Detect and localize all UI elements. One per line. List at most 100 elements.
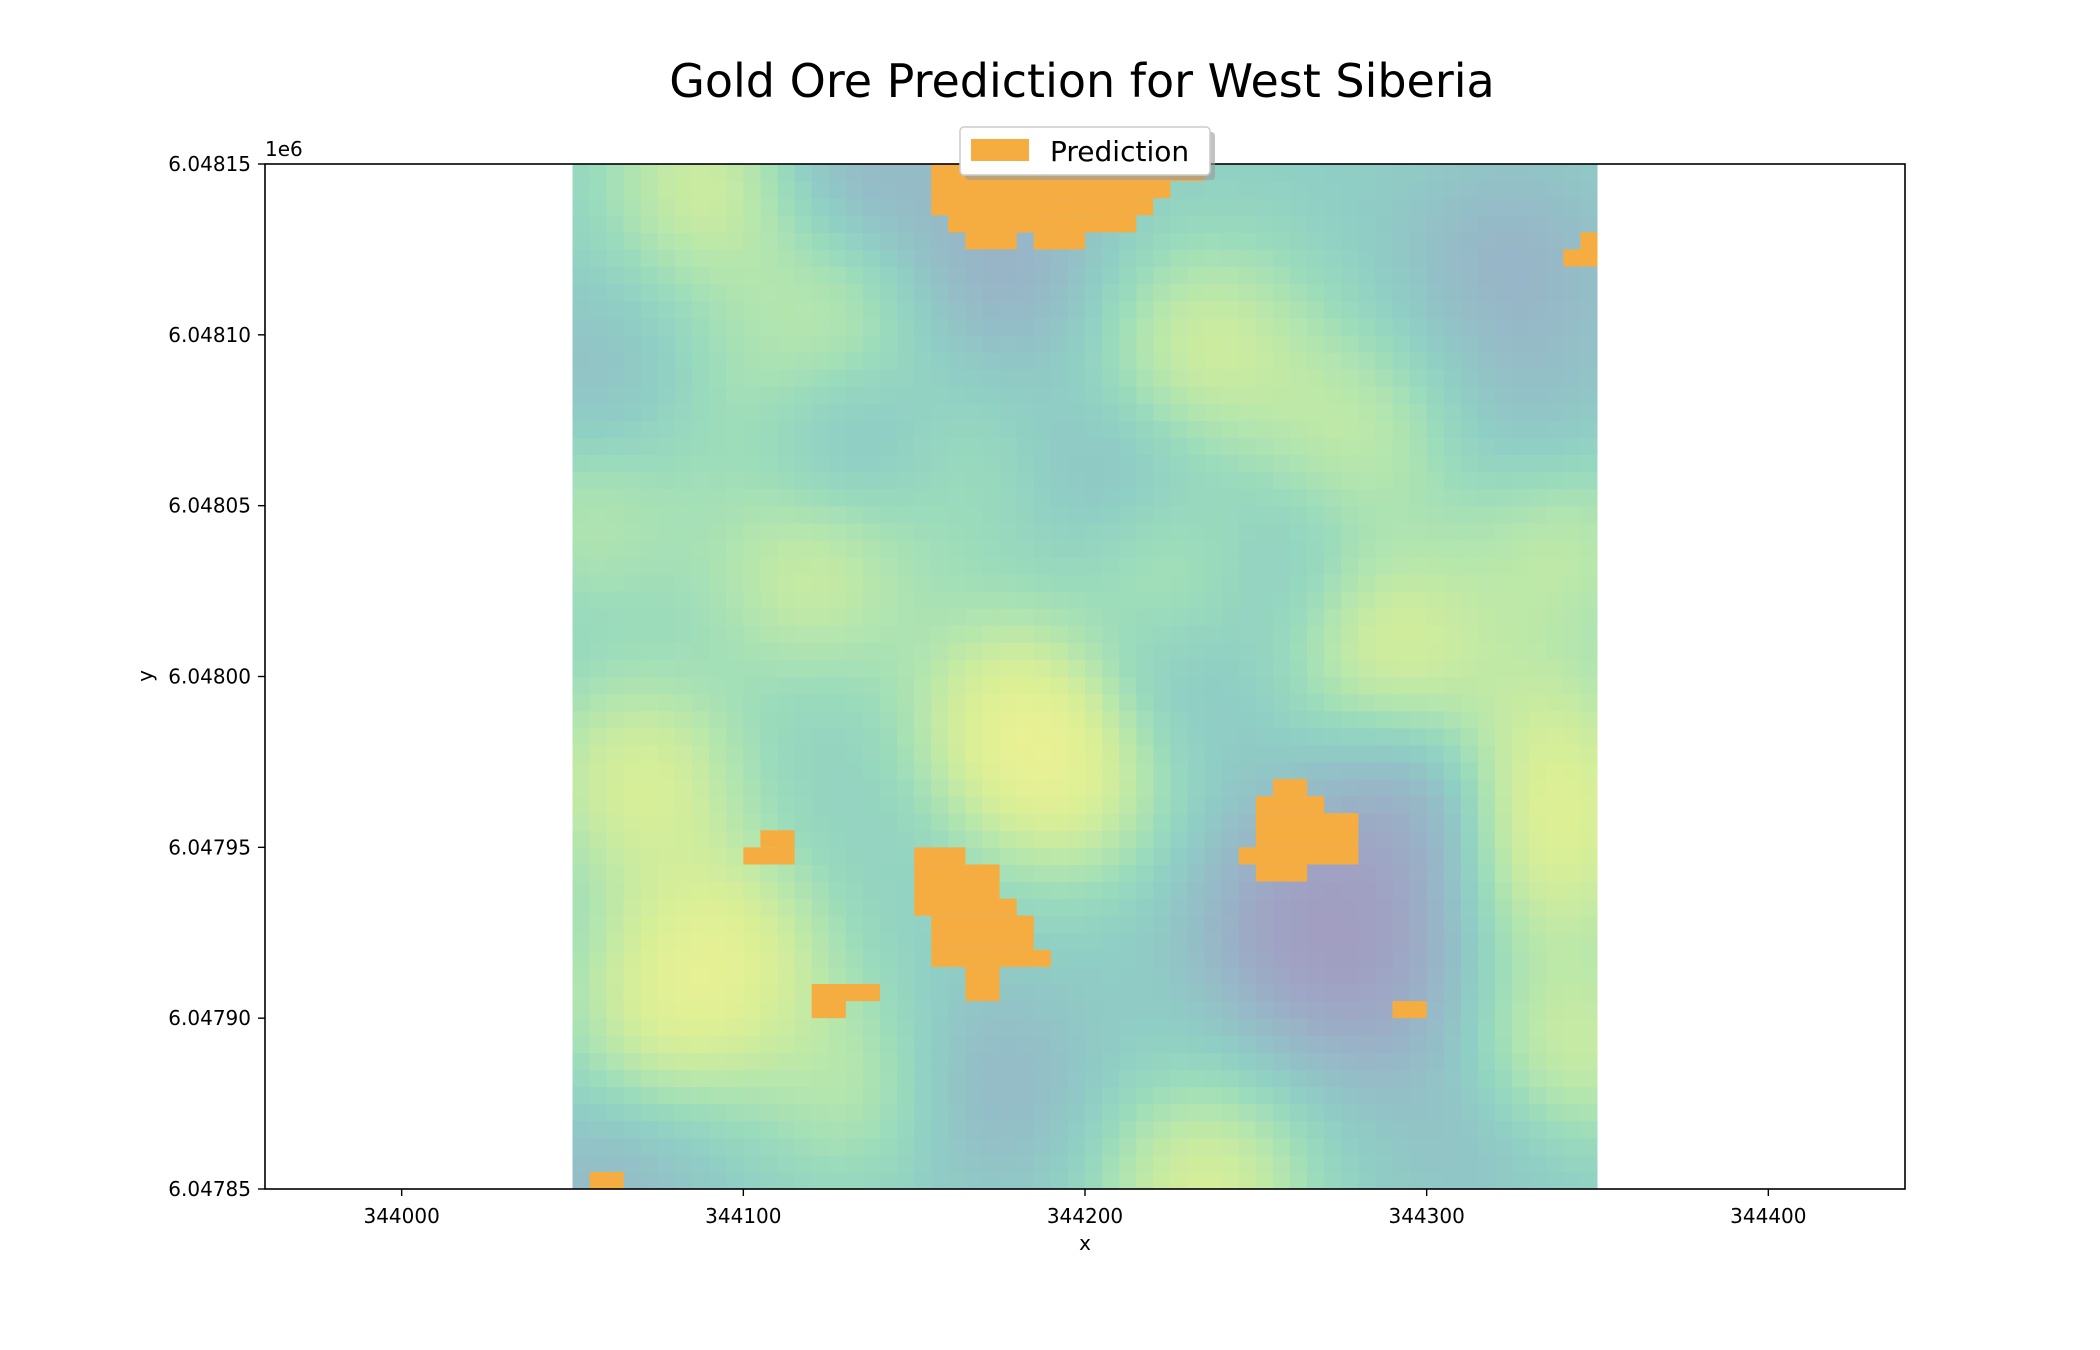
raster-cell [897, 334, 915, 353]
raster-cell [1136, 420, 1154, 438]
raster-cell [982, 727, 1001, 746]
raster-cell [1409, 351, 1428, 370]
raster-cell [709, 1086, 727, 1105]
raster-cell [1460, 659, 1479, 678]
raster-cell [1563, 403, 1582, 421]
raster-cell [606, 420, 625, 438]
raster-cell [880, 471, 898, 490]
raster-cell [1016, 1137, 1035, 1156]
raster-cell [1085, 1035, 1103, 1053]
raster-cell [1085, 744, 1103, 763]
raster-cell [1495, 164, 1513, 182]
raster-cell [1529, 454, 1547, 473]
raster-cell [880, 574, 898, 592]
raster-cell [777, 420, 796, 438]
raster-cell [1443, 1171, 1462, 1189]
raster-cell [811, 881, 830, 900]
raster-cell [675, 403, 693, 421]
raster-cell [914, 300, 932, 319]
raster-cell [948, 1103, 967, 1122]
raster-cell [1187, 813, 1206, 831]
raster-cell [1238, 693, 1257, 712]
raster-cell [948, 403, 967, 421]
raster-cell [1033, 813, 1052, 831]
raster-cell [1033, 539, 1052, 558]
raster-cell [1307, 608, 1325, 626]
raster-cell [709, 915, 727, 934]
raster-cell [965, 693, 984, 712]
raster-cell [709, 710, 727, 729]
raster-cell [726, 283, 744, 302]
raster-cell [589, 625, 608, 643]
raster-cell [811, 864, 830, 883]
raster-cell [709, 1120, 727, 1139]
raster-cell [1016, 1069, 1035, 1088]
raster-cell [794, 249, 813, 268]
raster-cell [794, 283, 813, 302]
raster-cell [1187, 369, 1206, 387]
raster-cell [743, 471, 762, 490]
raster-cell [623, 1052, 642, 1071]
raster-cell [1443, 813, 1462, 831]
raster-cell [1529, 830, 1547, 848]
raster-cell [1529, 164, 1547, 182]
raster-cell [623, 488, 642, 507]
raster-cell [1341, 915, 1359, 934]
raster-cell [999, 249, 1018, 268]
raster-cell [743, 676, 762, 695]
raster-cell [1136, 505, 1154, 524]
raster-cell [1460, 1154, 1479, 1173]
raster-cell [1119, 249, 1137, 268]
raster-cell [1443, 454, 1462, 473]
raster-cell [777, 1103, 796, 1122]
raster-cell [777, 283, 796, 302]
raster-cell [1563, 761, 1582, 780]
prediction-layer [589, 164, 1598, 1189]
raster-cell [1016, 710, 1035, 729]
raster-cell [1187, 984, 1206, 1002]
raster-cell [743, 334, 762, 353]
raster-cell [1529, 949, 1547, 968]
raster-cell [623, 437, 642, 456]
raster-cell [845, 1035, 864, 1053]
raster-cell [1546, 1069, 1564, 1088]
raster-cell [1563, 1001, 1582, 1019]
raster-cell [794, 556, 813, 575]
raster-cell [1085, 437, 1103, 456]
raster-cell [897, 830, 915, 848]
raster-cell [1426, 779, 1445, 797]
raster-cell [862, 1137, 881, 1156]
raster-cell [692, 1137, 710, 1156]
raster-cell [1102, 556, 1120, 575]
raster-cell [692, 420, 710, 438]
raster-cell [623, 1086, 642, 1105]
raster-cell [1563, 915, 1582, 934]
raster-cell [1102, 266, 1120, 285]
raster-cell [999, 1035, 1018, 1053]
raster-cell [1307, 266, 1325, 285]
raster-cell [623, 1001, 642, 1019]
raster-cell [1033, 676, 1052, 695]
raster-cell [1529, 966, 1547, 985]
raster-cell [572, 915, 591, 934]
raster-cell [623, 522, 642, 541]
raster-cell [640, 813, 659, 831]
raster-cell [657, 779, 676, 797]
raster-cell [845, 710, 864, 729]
raster-cell [1153, 693, 1172, 712]
raster-cell [948, 796, 967, 814]
raster-cell [675, 215, 693, 233]
raster-cell [1085, 881, 1103, 900]
raster-cell [623, 574, 642, 592]
raster-cell [1358, 300, 1377, 319]
raster-cell [777, 1035, 796, 1053]
raster-cell [692, 761, 710, 780]
raster-cell [1119, 710, 1137, 729]
raster-cell [1187, 488, 1206, 507]
raster-cell [1170, 300, 1189, 319]
raster-cell [1358, 761, 1377, 780]
raster-cell [606, 1052, 625, 1071]
raster-cell [1495, 1086, 1513, 1105]
raster-cell [743, 625, 762, 643]
raster-cell [1221, 249, 1240, 268]
